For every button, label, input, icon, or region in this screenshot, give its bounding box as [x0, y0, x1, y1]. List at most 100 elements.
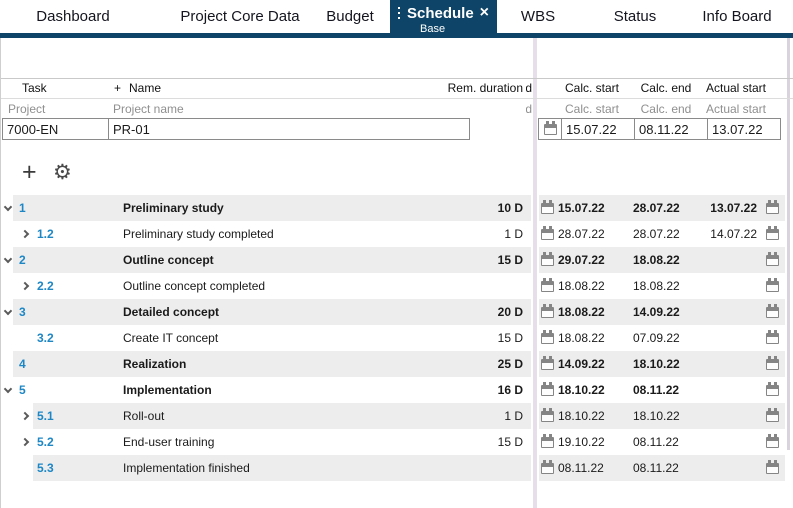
task-rem-duration: 10 D: [497, 201, 523, 215]
project-actual-start-input[interactable]: [707, 118, 781, 140]
tab-schedule-active[interactable]: Schedule × Base: [390, 0, 497, 38]
table-row[interactable]: 5.1 Roll-out 1 D 18.10.22 18.10.22: [0, 403, 793, 429]
expand-chevron-icon[interactable]: [20, 411, 30, 421]
calendar-icon[interactable]: [541, 330, 554, 344]
task-calc-start: 18.08.22: [558, 331, 605, 345]
tab-project-core-data[interactable]: Project Core Data: [180, 8, 300, 25]
close-tab-icon[interactable]: ×: [479, 4, 489, 21]
task-name: Create IT concept: [123, 331, 219, 345]
add-task-button[interactable]: +: [22, 158, 37, 186]
task-calc-start: 28.07.22: [558, 227, 605, 241]
project-calc-start-input[interactable]: [561, 118, 635, 140]
expand-chevron-icon[interactable]: [20, 229, 30, 239]
calendar-icon[interactable]: [766, 330, 779, 344]
tab-wbs[interactable]: WBS: [520, 8, 556, 25]
tab-dashboard[interactable]: Dashboard: [36, 8, 110, 25]
expand-chevron-icon[interactable]: [3, 306, 13, 316]
calendar-icon[interactable]: [541, 434, 554, 448]
task-number-link[interactable]: 1.2: [37, 227, 54, 241]
calendar-icon[interactable]: [541, 200, 554, 214]
calendar-icon[interactable]: [541, 356, 554, 370]
task-name: End-user training: [123, 435, 215, 449]
pane-splitter[interactable]: [533, 38, 537, 508]
column-header-calc-start[interactable]: Calc. start: [564, 81, 619, 95]
expand-chevron-icon[interactable]: [20, 281, 30, 291]
column-header-rem-duration[interactable]: Rem. duration: [447, 81, 523, 95]
calendar-icon[interactable]: [766, 356, 779, 370]
project-name-input[interactable]: [108, 118, 470, 140]
expand-chevron-icon[interactable]: [3, 202, 13, 212]
column-header-name[interactable]: + Name: [114, 79, 161, 98]
task-calc-start: 18.10.22: [558, 409, 605, 423]
calendar-icon[interactable]: [766, 382, 779, 396]
table-row[interactable]: 5.2 End-user training 15 D 19.10.22 08.1…: [0, 429, 793, 455]
table-row[interactable]: 5 Implementation 16 D 18.10.22 08.11.22: [0, 377, 793, 403]
table-row[interactable]: 2.2 Outline concept completed 18.08.22 1…: [0, 273, 793, 299]
calendar-icon[interactable]: [541, 252, 554, 266]
task-calc-end: 18.08.22: [633, 253, 680, 267]
column-header-calc-end[interactable]: Calc. end: [640, 81, 692, 95]
table-row[interactable]: 3 Detailed concept 20 D 18.08.22 14.09.2…: [0, 299, 793, 325]
calendar-picker-button[interactable]: [538, 118, 562, 140]
task-calc-end: 28.07.22: [633, 201, 680, 215]
table-row[interactable]: 1 Preliminary study 10 D 15.07.22 28.07.…: [0, 195, 793, 221]
tab-info-board[interactable]: Info Board: [702, 8, 772, 25]
task-rem-duration: 16 D: [497, 383, 523, 397]
task-number-link[interactable]: 1: [19, 201, 26, 215]
calendar-icon[interactable]: [766, 304, 779, 318]
table-row[interactable]: 2 Outline concept 15 D 29.07.22 18.08.22: [0, 247, 793, 273]
task-name: Implementation: [123, 383, 212, 397]
settings-gear-icon[interactable]: ⚙: [53, 161, 72, 184]
task-number-link[interactable]: 3.2: [37, 331, 54, 345]
tab-budget[interactable]: Budget: [326, 8, 374, 25]
calendar-icon[interactable]: [766, 278, 779, 292]
header-divider-top: [1, 78, 793, 79]
task-number-link[interactable]: 4: [19, 357, 26, 371]
add-column-icon[interactable]: +: [114, 81, 122, 95]
table-row[interactable]: 4 Realization 25 D 14.09.22 18.10.22: [0, 351, 793, 377]
calendar-icon[interactable]: [541, 226, 554, 240]
task-number-link[interactable]: 5.2: [37, 435, 54, 449]
calendar-icon[interactable]: [766, 200, 779, 214]
expand-chevron-icon[interactable]: [3, 254, 13, 264]
task-number-link[interactable]: 2: [19, 253, 26, 267]
calendar-icon: [544, 121, 557, 135]
hamburger-menu-icon[interactable]: [398, 4, 400, 22]
calendar-icon[interactable]: [541, 408, 554, 422]
task-name: Outline concept: [123, 253, 214, 267]
calendar-icon[interactable]: [766, 252, 779, 266]
tab-status[interactable]: Status: [613, 8, 657, 25]
calendar-icon[interactable]: [541, 304, 554, 318]
pane-left-border: [0, 38, 1, 508]
calendar-icon[interactable]: [541, 382, 554, 396]
subheader-project-name: Project name: [113, 102, 184, 116]
task-name: Realization: [123, 357, 187, 371]
subheader-project: Project: [8, 102, 46, 116]
calendar-icon[interactable]: [766, 460, 779, 474]
expand-chevron-icon[interactable]: [3, 384, 13, 394]
column-header-task[interactable]: Task: [22, 81, 47, 95]
calendar-icon[interactable]: [541, 278, 554, 292]
task-calc-end: 18.10.22: [633, 409, 680, 423]
project-id-input[interactable]: [2, 118, 109, 140]
calendar-icon[interactable]: [766, 226, 779, 240]
task-number-link[interactable]: 3: [19, 305, 26, 319]
row-shade-right: [539, 195, 785, 221]
table-row[interactable]: 1.2 Preliminary study completed 1 D 28.0…: [0, 221, 793, 247]
task-calc-start: 29.07.22: [558, 253, 605, 267]
calendar-icon[interactable]: [766, 434, 779, 448]
calendar-icon[interactable]: [766, 408, 779, 422]
column-header-actual-start[interactable]: Actual start: [705, 81, 767, 95]
table-row[interactable]: 5.3 Implementation finished 08.11.22 08.…: [0, 455, 793, 481]
task-number-link[interactable]: 5.1: [37, 409, 54, 423]
task-number-link[interactable]: 5.3: [37, 461, 54, 475]
task-number-link[interactable]: 5: [19, 383, 26, 397]
project-calc-end-input[interactable]: [634, 118, 708, 140]
calendar-icon[interactable]: [541, 460, 554, 474]
table-row[interactable]: 3.2 Create IT concept 15 D 18.08.22 07.0…: [0, 325, 793, 351]
task-name: Implementation finished: [123, 461, 250, 475]
expand-chevron-icon[interactable]: [20, 437, 30, 447]
task-number-link[interactable]: 2.2: [37, 279, 54, 293]
row-shade-right: [539, 247, 785, 273]
task-rem-duration: 15 D: [497, 331, 523, 345]
